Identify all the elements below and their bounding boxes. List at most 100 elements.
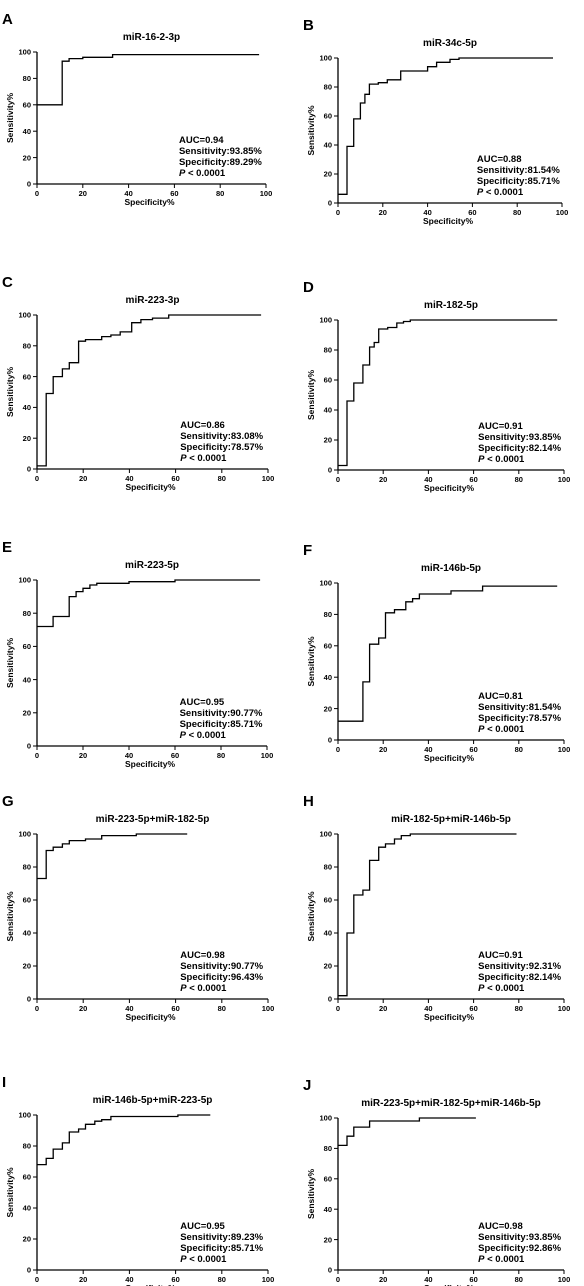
sensitivity-label: Sensitivity:83.08% bbox=[180, 431, 263, 442]
y-axis-label: Sensitivity% bbox=[306, 370, 316, 421]
x-tick-label: 100 bbox=[261, 751, 274, 760]
y-axis-label: Sensitivity% bbox=[5, 93, 15, 144]
y-tick-label: 20 bbox=[324, 704, 332, 713]
y-tick-label: 40 bbox=[324, 673, 332, 682]
y-tick-label: 40 bbox=[324, 406, 332, 415]
y-tick-label: 0 bbox=[328, 199, 332, 208]
y-axis-label: Sensitivity% bbox=[306, 1169, 316, 1220]
y-tick-label: 80 bbox=[23, 863, 31, 872]
y-tick-label: 20 bbox=[23, 709, 31, 718]
chart-title: miR-182-5p+miR-146b-5p bbox=[391, 814, 511, 825]
y-tick-label: 60 bbox=[324, 896, 332, 905]
specificity-label: Specificity:96.43% bbox=[180, 972, 263, 983]
y-tick-label: 60 bbox=[324, 1175, 332, 1184]
x-tick-label: 20 bbox=[79, 1004, 87, 1013]
y-tick-label: 100 bbox=[319, 579, 332, 588]
x-tick-label: 0 bbox=[35, 1275, 39, 1284]
p-value-letter: P bbox=[179, 168, 186, 179]
p-value-text: < 0.0001 bbox=[483, 187, 524, 198]
panel-letter: B bbox=[303, 17, 314, 34]
y-tick-label: 80 bbox=[324, 610, 332, 619]
y-axis-label: Sensitivity% bbox=[5, 1167, 15, 1218]
p-value-text: < 0.0001 bbox=[484, 724, 525, 735]
y-tick-label: 0 bbox=[328, 995, 332, 1004]
p-value-label: P < 0.0001 bbox=[180, 453, 227, 464]
x-tick-label: 80 bbox=[515, 745, 523, 754]
x-tick-label: 100 bbox=[558, 475, 571, 484]
x-tick-label: 40 bbox=[424, 1275, 432, 1284]
panel-letter: F bbox=[303, 542, 312, 559]
x-axis-label: Specificity% bbox=[125, 1012, 176, 1022]
x-tick-label: 100 bbox=[260, 189, 273, 198]
y-tick-label: 20 bbox=[324, 170, 332, 179]
auc-label: AUC=0.91 bbox=[478, 421, 523, 432]
x-tick-label: 0 bbox=[336, 475, 340, 484]
p-value-label: P < 0.0001 bbox=[180, 983, 227, 994]
y-tick-label: 80 bbox=[324, 863, 332, 872]
x-axis-label: Specificity% bbox=[424, 483, 475, 493]
y-tick-label: 80 bbox=[324, 1144, 332, 1153]
sensitivity-label: Sensitivity:93.85% bbox=[478, 1232, 561, 1243]
y-tick-label: 0 bbox=[328, 1266, 332, 1275]
sensitivity-label: Sensitivity:90.77% bbox=[180, 961, 263, 972]
x-tick-label: 100 bbox=[262, 1275, 275, 1284]
specificity-label: Specificity:85.71% bbox=[180, 1243, 263, 1254]
y-tick-label: 100 bbox=[319, 54, 332, 63]
p-value-letter: P bbox=[478, 454, 485, 465]
y-tick-label: 60 bbox=[23, 372, 31, 381]
chart-title: miR-223-3p bbox=[126, 295, 180, 306]
y-tick-label: 80 bbox=[324, 346, 332, 355]
y-tick-label: 0 bbox=[328, 736, 332, 745]
p-value-text: < 0.0001 bbox=[484, 983, 525, 994]
y-tick-label: 80 bbox=[23, 1142, 31, 1151]
y-tick-label: 60 bbox=[324, 112, 332, 121]
y-tick-label: 80 bbox=[23, 74, 31, 83]
chart-title: miR-182-5p bbox=[424, 300, 478, 311]
x-tick-label: 60 bbox=[469, 745, 477, 754]
y-tick-label: 60 bbox=[23, 642, 31, 651]
y-tick-label: 20 bbox=[23, 962, 31, 971]
sensitivity-label: Sensitivity:93.85% bbox=[478, 432, 561, 443]
roc-curve bbox=[37, 833, 188, 880]
auc-label: AUC=0.94 bbox=[179, 135, 224, 146]
x-tick-label: 100 bbox=[556, 208, 569, 217]
p-value-letter: P bbox=[478, 724, 485, 735]
specificity-label: Specificity:92.86% bbox=[478, 1243, 561, 1254]
x-tick-label: 60 bbox=[468, 208, 476, 217]
panel-letter: G bbox=[2, 793, 14, 810]
sensitivity-label: Sensitivity:93.85% bbox=[179, 146, 262, 157]
x-tick-label: 60 bbox=[171, 1275, 179, 1284]
p-value-label: P < 0.0001 bbox=[179, 168, 226, 179]
auc-label: AUC=0.95 bbox=[180, 697, 225, 708]
specificity-label: Specificity:85.71% bbox=[477, 176, 560, 187]
y-tick-label: 40 bbox=[324, 929, 332, 938]
x-tick-label: 0 bbox=[35, 189, 39, 198]
x-tick-label: 60 bbox=[171, 751, 179, 760]
auc-label: AUC=0.98 bbox=[180, 950, 225, 961]
x-tick-label: 20 bbox=[79, 1275, 87, 1284]
x-tick-label: 60 bbox=[469, 1004, 477, 1013]
panel-letter: I bbox=[2, 1074, 6, 1091]
sensitivity-label: Sensitivity:90.77% bbox=[180, 708, 263, 719]
x-tick-label: 100 bbox=[262, 474, 275, 483]
specificity-label: Specificity:78.57% bbox=[180, 442, 263, 453]
chart-title: miR-223-5p+miR-182-5p+miR-146b-5p bbox=[361, 1098, 541, 1109]
x-axis-label: Specificity% bbox=[124, 197, 175, 207]
x-axis-label: Specificity% bbox=[125, 759, 176, 769]
x-tick-label: 20 bbox=[79, 474, 87, 483]
auc-label: AUC=0.86 bbox=[180, 420, 225, 431]
p-value-text: < 0.0001 bbox=[185, 168, 226, 179]
p-value-text: < 0.0001 bbox=[484, 1254, 525, 1265]
x-tick-label: 100 bbox=[262, 1004, 275, 1013]
y-tick-label: 20 bbox=[324, 1235, 332, 1244]
x-tick-label: 80 bbox=[217, 751, 225, 760]
auc-label: AUC=0.88 bbox=[477, 154, 522, 165]
y-axis-label: Sensitivity% bbox=[306, 636, 316, 687]
